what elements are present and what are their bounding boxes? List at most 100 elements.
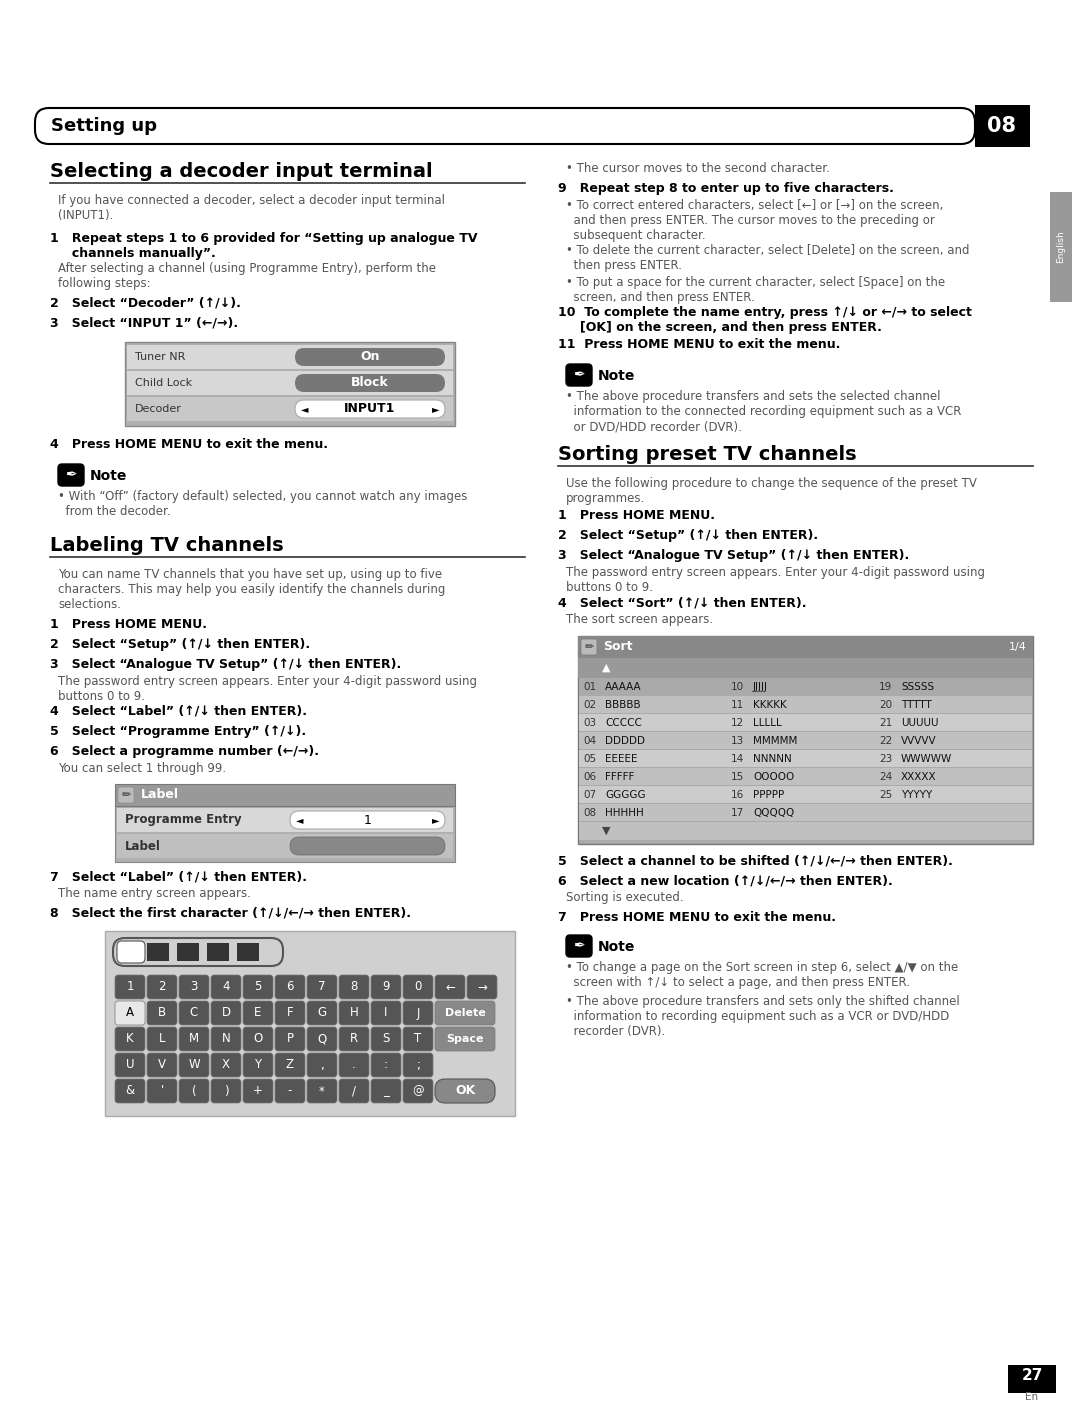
Text: /: / <box>352 1085 356 1097</box>
Text: F: F <box>286 1006 294 1020</box>
Text: Selecting a decoder input terminal: Selecting a decoder input terminal <box>50 162 433 182</box>
FancyBboxPatch shape <box>275 1000 305 1026</box>
Text: DDDDD: DDDDD <box>605 736 645 746</box>
Text: 22: 22 <box>879 736 892 746</box>
Bar <box>237 943 259 961</box>
Text: G: G <box>318 1006 326 1020</box>
FancyBboxPatch shape <box>211 1079 241 1103</box>
Text: 08: 08 <box>583 808 596 817</box>
Text: QQQQQ: QQQQQ <box>753 808 794 817</box>
Bar <box>127 345 453 369</box>
Text: (: ( <box>191 1085 197 1097</box>
Text: LLLLL: LLLLL <box>753 718 782 727</box>
FancyBboxPatch shape <box>372 975 401 999</box>
FancyBboxPatch shape <box>403 1000 433 1026</box>
Text: The password entry screen appears. Enter your 4-digit password using
buttons 0 t: The password entry screen appears. Enter… <box>566 566 985 594</box>
Bar <box>117 808 453 832</box>
FancyBboxPatch shape <box>291 837 445 855</box>
Text: J: J <box>416 1006 420 1020</box>
Text: Programme Entry: Programme Entry <box>125 813 242 826</box>
Text: 2   Select “Setup” (↑/↓ then ENTER).: 2 Select “Setup” (↑/↓ then ENTER). <box>558 529 819 542</box>
Text: 04: 04 <box>583 736 596 746</box>
FancyBboxPatch shape <box>291 810 445 829</box>
Bar <box>207 943 229 961</box>
Text: VVVVV: VVVVV <box>901 736 936 746</box>
Text: ✒: ✒ <box>573 938 584 953</box>
Bar <box>579 803 1032 822</box>
FancyBboxPatch shape <box>114 1079 145 1103</box>
Text: 1: 1 <box>126 981 134 993</box>
Text: 8   Select the first character (↑/↓/←/→ then ENTER).: 8 Select the first character (↑/↓/←/→ th… <box>50 908 411 920</box>
Text: En: En <box>1025 1392 1039 1401</box>
Text: You can select 1 through 99.: You can select 1 through 99. <box>58 763 226 775</box>
Text: ✒: ✒ <box>65 469 77 483</box>
Bar <box>1008 1365 1056 1393</box>
FancyBboxPatch shape <box>566 936 592 957</box>
Text: KKKKK: KKKKK <box>753 701 786 711</box>
Text: .: . <box>352 1058 356 1072</box>
Text: PPPPP: PPPPP <box>753 789 784 801</box>
Text: Space: Space <box>446 1034 484 1044</box>
FancyBboxPatch shape <box>243 1027 273 1051</box>
Text: AAAAA: AAAAA <box>605 682 642 692</box>
Bar <box>578 636 1032 658</box>
FancyBboxPatch shape <box>435 1027 495 1051</box>
Text: 07: 07 <box>583 789 596 801</box>
Text: P: P <box>286 1033 294 1045</box>
Text: 03: 03 <box>583 718 596 727</box>
FancyBboxPatch shape <box>339 1079 369 1103</box>
Text: The name entry screen appears.: The name entry screen appears. <box>58 886 251 900</box>
Text: 10: 10 <box>731 682 744 692</box>
Text: Sorting is executed.: Sorting is executed. <box>566 891 684 905</box>
Text: 3   Select “Analogue TV Setup” (↑/↓ then ENTER).: 3 Select “Analogue TV Setup” (↑/↓ then E… <box>558 549 909 561</box>
Text: Q: Q <box>318 1033 326 1045</box>
FancyBboxPatch shape <box>117 941 145 962</box>
FancyBboxPatch shape <box>211 975 241 999</box>
FancyBboxPatch shape <box>372 1000 401 1026</box>
Text: 4   Press HOME MENU to exit the menu.: 4 Press HOME MENU to exit the menu. <box>50 438 328 452</box>
Text: 1   Press HOME MENU.: 1 Press HOME MENU. <box>50 618 207 630</box>
Text: 16: 16 <box>731 789 744 801</box>
FancyBboxPatch shape <box>147 975 177 999</box>
Text: 11: 11 <box>731 701 744 711</box>
Text: 1   Press HOME MENU.: 1 Press HOME MENU. <box>558 509 715 522</box>
Text: →: → <box>477 981 487 993</box>
Text: Decoder: Decoder <box>135 404 181 414</box>
FancyBboxPatch shape <box>435 1000 495 1026</box>
Text: 01: 01 <box>583 682 596 692</box>
FancyBboxPatch shape <box>307 1052 337 1076</box>
Text: 05: 05 <box>583 754 596 764</box>
Text: 10  To complete the name entry, press ↑/↓ or ←/→ to select
     [OK] on the scre: 10 To complete the name entry, press ↑/↓… <box>558 305 972 333</box>
Text: INPUT1: INPUT1 <box>345 402 395 415</box>
Text: 7   Select “Label” (↑/↓ then ENTER).: 7 Select “Label” (↑/↓ then ENTER). <box>50 870 307 884</box>
Text: • With “Off” (factory default) selected, you cannot watch any images
  from the : • With “Off” (factory default) selected,… <box>58 490 468 518</box>
Text: U: U <box>125 1058 134 1072</box>
Text: 4   Select “Label” (↑/↓ then ENTER).: 4 Select “Label” (↑/↓ then ENTER). <box>50 705 307 718</box>
FancyBboxPatch shape <box>467 975 497 999</box>
Text: V: V <box>158 1058 166 1072</box>
Text: 5: 5 <box>254 981 261 993</box>
Text: 5   Select “Programme Entry” (↑/↓).: 5 Select “Programme Entry” (↑/↓). <box>50 725 306 739</box>
Text: XXXXX: XXXXX <box>901 772 936 782</box>
FancyBboxPatch shape <box>35 108 975 144</box>
Text: SSSSS: SSSSS <box>901 682 934 692</box>
FancyBboxPatch shape <box>372 1052 401 1076</box>
Bar <box>177 943 199 961</box>
FancyBboxPatch shape <box>403 1079 433 1103</box>
Text: HHHHH: HHHHH <box>605 808 644 817</box>
Text: R: R <box>350 1033 359 1045</box>
FancyBboxPatch shape <box>58 464 84 485</box>
Bar <box>127 397 453 421</box>
Text: The password entry screen appears. Enter your 4-digit password using
buttons 0 t: The password entry screen appears. Enter… <box>58 675 477 704</box>
Text: *: * <box>319 1085 325 1097</box>
Text: 25: 25 <box>879 789 892 801</box>
Text: Block: Block <box>351 377 389 390</box>
Text: • The above procedure transfers and sets the selected channel
  information to t: • The above procedure transfers and sets… <box>566 390 961 433</box>
Text: ←: ← <box>445 981 455 993</box>
Text: ,: , <box>320 1058 324 1072</box>
Text: CCCCC: CCCCC <box>605 718 642 727</box>
Text: Y: Y <box>255 1058 261 1072</box>
Text: :: : <box>384 1058 388 1072</box>
Text: -: - <box>287 1085 293 1097</box>
FancyBboxPatch shape <box>307 975 337 999</box>
